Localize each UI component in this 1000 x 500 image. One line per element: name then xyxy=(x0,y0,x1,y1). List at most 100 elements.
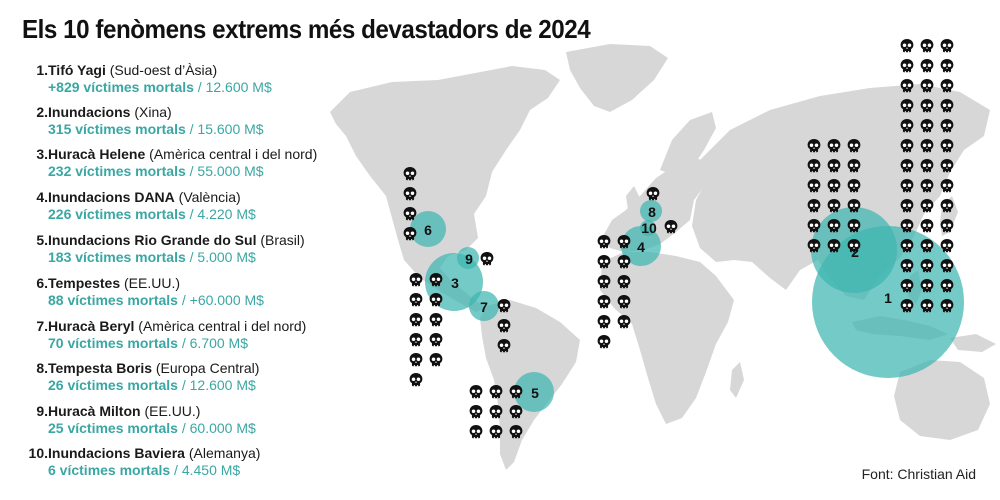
skull-group-event-5 xyxy=(469,384,523,439)
skull-icon xyxy=(920,38,934,53)
skull-group-event-9 xyxy=(480,251,494,266)
skull-icon xyxy=(597,314,611,329)
bubble-label-4: 4 xyxy=(637,239,645,255)
rank-number: 5. xyxy=(36,232,48,248)
rank-number: 2. xyxy=(36,104,48,120)
event-cost: / 60.000 M$ xyxy=(177,420,256,436)
bubble-event-10[interactable] xyxy=(640,220,656,236)
event-region: (Xina) xyxy=(134,104,172,120)
event-name: Tempestes xyxy=(48,275,121,291)
skull-icon xyxy=(409,292,423,307)
event-cost: / 12.600 M$ xyxy=(193,79,272,95)
rank-number: 6. xyxy=(36,275,48,291)
rank-number: 1. xyxy=(36,62,48,78)
skull-icon xyxy=(900,38,914,53)
skull-icon xyxy=(429,332,443,347)
event-name: Tifó Yagi xyxy=(48,62,106,78)
skull-icon xyxy=(940,38,954,53)
event-name: Huracà Milton xyxy=(48,403,141,419)
event-region: (València) xyxy=(178,189,241,205)
rank-number: 9. xyxy=(36,403,48,419)
event-cost: / 6.700 M$ xyxy=(177,335,249,351)
skull-icon xyxy=(409,272,423,287)
event-name: Huracà Helene xyxy=(48,146,146,162)
event-cost: / 15.600 M$ xyxy=(185,121,264,137)
skull-icon xyxy=(409,352,423,367)
rank-number: 4. xyxy=(36,189,48,205)
event-cost: / 12.600 M$ xyxy=(177,377,256,393)
event-cost: / 5.000 M$ xyxy=(185,249,256,265)
event-deaths: 6 víctimes mortals xyxy=(48,462,171,478)
skull-icon xyxy=(429,312,443,327)
event-region: (Europa Central) xyxy=(155,360,260,376)
event-region: (EE.UU.) xyxy=(124,275,180,291)
new-guinea-shape xyxy=(950,334,996,352)
skull-icon xyxy=(429,352,443,367)
bubble-label-6: 6 xyxy=(424,222,432,238)
page-title: Els 10 fenòmens extrems més devastadors … xyxy=(22,14,591,44)
bubble-label-9: 9 xyxy=(465,251,473,267)
australia-shape xyxy=(894,360,990,440)
skull-icon xyxy=(900,58,914,73)
skull-icon xyxy=(480,251,494,266)
bubble-label-10: 10 xyxy=(641,220,657,236)
greenland-shape xyxy=(566,44,668,112)
asia-shape xyxy=(692,84,990,300)
rank-number: 8. xyxy=(36,360,48,376)
event-name: Inundacions DANA xyxy=(48,189,175,205)
event-cost: / +60.000 M$ xyxy=(177,292,264,308)
event-deaths: 26 víctimes mortals xyxy=(48,377,178,393)
bubble-event-7[interactable] xyxy=(469,291,499,321)
skull-icon xyxy=(409,332,423,347)
skull-icon xyxy=(617,314,631,329)
skull-icon xyxy=(597,294,611,309)
skull-icon xyxy=(469,404,483,419)
rank-number: 3. xyxy=(36,146,48,162)
event-deaths: 25 víctimes mortals xyxy=(48,420,178,436)
north-america-shape xyxy=(330,66,560,312)
event-cost: / 55.000 M$ xyxy=(185,163,264,179)
rank-number: 7. xyxy=(36,318,48,334)
bubble-event-5[interactable] xyxy=(514,372,554,412)
bubble-event-4[interactable] xyxy=(621,226,661,266)
rank-number: 10. xyxy=(28,445,48,461)
event-deaths: 226 víctimes mortals xyxy=(48,206,186,222)
skull-icon xyxy=(940,58,954,73)
skull-icon xyxy=(469,424,483,439)
event-deaths: +829 víctimes mortals xyxy=(48,79,194,95)
bubble-label-5: 5 xyxy=(531,385,539,401)
event-deaths: 70 víctimes mortals xyxy=(48,335,178,351)
event-region: (Alemanya) xyxy=(188,445,261,461)
bubble-label-7: 7 xyxy=(480,299,488,315)
bubble-label-3: 3 xyxy=(451,275,459,291)
bubble-event-9[interactable] xyxy=(457,247,479,269)
bubble-event-6[interactable] xyxy=(410,211,446,247)
skull-icon xyxy=(940,178,954,193)
skull-icon xyxy=(469,384,483,399)
skull-icon xyxy=(597,334,611,349)
scandinavia-shape xyxy=(660,112,716,176)
event-region: (Amèrica central i del nord) xyxy=(149,146,318,162)
event-name: Inundacions Rio Grande do Sul xyxy=(48,232,257,248)
africa-shape xyxy=(600,252,734,424)
skull-group-event-7 xyxy=(497,298,511,353)
skull-icon xyxy=(597,234,611,249)
skull-icon xyxy=(920,58,934,73)
event-cost: / 4.450 M$ xyxy=(170,462,241,478)
event-region: (Brasil) xyxy=(260,232,305,248)
bubble-labels: 1 2 3 4 5 6 7 8 9 10 xyxy=(424,204,892,401)
bubble-label-8: 8 xyxy=(648,204,656,220)
event-deaths: 232 víctimes mortals xyxy=(48,163,186,179)
uk-shape xyxy=(626,186,640,212)
event-bubbles xyxy=(410,200,964,412)
madagascar-shape xyxy=(730,362,744,398)
event-name: Inundacions xyxy=(48,104,131,120)
event-region: (EE.UU.) xyxy=(144,403,201,419)
skull-icon xyxy=(409,372,423,387)
skull-icon xyxy=(409,312,423,327)
skull-icon xyxy=(920,218,934,233)
event-cost: / 4.220 M$ xyxy=(185,206,256,222)
bubble-event-8[interactable] xyxy=(640,200,662,222)
event-region: (Sud-oest d’Àsia) xyxy=(109,62,218,78)
